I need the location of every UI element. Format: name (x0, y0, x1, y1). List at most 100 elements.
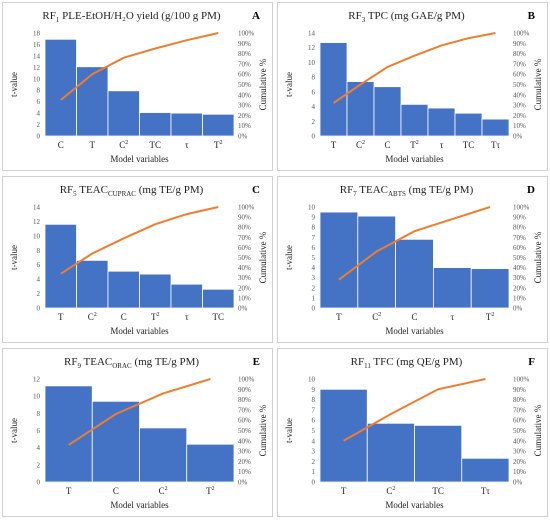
chart-f-bar (414, 424, 463, 483)
chart-d-y2tick: 50% (513, 254, 526, 262)
chart-f-y2tick: 40% (513, 437, 526, 445)
chart-f-cumulative-line (343, 378, 486, 442)
chart-c-category-label: τ (185, 312, 189, 322)
chart-a-y2tick: 100% (238, 30, 255, 38)
chart-f-y-axis-label: t-value (284, 418, 294, 443)
chart-a-category-label: T (90, 140, 96, 150)
chart-b-category-label: C (384, 140, 390, 150)
chart-e-category-label: C2 (159, 486, 168, 496)
chart-d-ytick: 6 (312, 244, 316, 252)
chart-b-y-axis-label: t-value (284, 72, 294, 97)
chart-f-y2tick: 20% (513, 458, 526, 466)
chart-d-y2tick: 40% (513, 264, 526, 272)
chart-f-ytick: 7 (312, 406, 316, 414)
chart-a-ytick: 0 (37, 133, 41, 141)
chart-b-ytick: 4 (312, 103, 316, 111)
chart-e-y2-axis-label: Cumulative % (258, 404, 268, 456)
chart-d-y2-axis-label: Cumulative % (533, 231, 543, 283)
chart-c-y2tick: 50% (238, 254, 251, 262)
chart-d-bar (470, 268, 510, 309)
chart-c-y2tick: 80% (238, 224, 251, 232)
chart-d-ytick: 10 (308, 204, 316, 212)
chart-b-x-axis-label: Model variables (385, 154, 444, 164)
chart-b-panel-letter: B (528, 10, 536, 22)
chart-c-category-label: C (121, 312, 127, 322)
chart-panel-f: RF11 TFC (mg QE/g PM) F 0 1 2 3 4 5 6 7 8 9 10 0% 10% 2… (277, 348, 548, 517)
chart-e-svg: RF9 TEACORAC (mg TE/g PM) E 0 2 4 6 8 10 12 0% 10%… (9, 356, 268, 510)
chart-b-y2tick: 80% (513, 50, 526, 58)
chart-a-bar (202, 113, 235, 137)
chart-e-y2tick: 60% (238, 417, 251, 425)
chart-panel-b: RF3 TPC (mg GAE/g PM) B 0 2 4 6 8 10 12 14 0% 10% 20… (277, 2, 548, 171)
chart-d-category-label: T2 (486, 312, 495, 322)
chart-panel-e: RF9 TEACORAC (mg TE/g PM) E 0 2 4 6 8 10 12 0% 10%… (2, 348, 273, 517)
chart-d-category-label: C (411, 312, 417, 322)
chart-b-category-label: TC (463, 140, 475, 150)
chart-b-y2tick: 40% (513, 91, 526, 99)
chart-a-svg: RF1 PLE-EtOH/H₂O yield (g/100 g PM) A 0 2 4 6… (9, 10, 268, 164)
chart-c-ytick: 2 (37, 290, 41, 298)
chart-e-panel-letter: E (253, 356, 260, 368)
chart-a-y2tick: 20% (238, 112, 251, 120)
chart-c-y2tick: 100% (238, 204, 255, 212)
chart-f-bar (461, 457, 510, 483)
chart-c-bar (170, 283, 203, 309)
chart-panel-d: RF7 TEACABTS (mg TE/g PM) D 0 1 2 3 4 5 6 7 8 9 10 0%… (277, 176, 548, 343)
chart-f-category-label: Tτ (481, 486, 490, 496)
chart-b-title: RF3 TPC (mg GAE/g PM) (348, 10, 465, 24)
chart-f-panel-letter: F (528, 356, 535, 368)
chart-c-y2-axis-label: Cumulative % (258, 231, 268, 283)
chart-e-y2tick: 50% (238, 427, 251, 435)
chart-a-ytick: 12 (33, 64, 41, 72)
chart-e-y2tick: 40% (238, 437, 251, 445)
chart-a-category-label: τ (185, 140, 189, 150)
chart-b-category-label: C2 (356, 140, 365, 150)
chart-b-ytick: 6 (312, 88, 316, 96)
chart-b-cumulative-line (332, 32, 496, 104)
chart-a-ytick: 8 (37, 87, 41, 95)
chart-a-y2tick: 80% (238, 50, 251, 58)
chart-b-category-label: T2 (410, 140, 419, 150)
chart-f-category-label: C2 (386, 486, 395, 496)
chart-b-ytick: 0 (312, 133, 316, 141)
chart-f-bar (319, 388, 368, 483)
chart-c-ytick: 0 (37, 305, 41, 313)
chart-d-y2tick: 90% (513, 214, 526, 222)
chart-d-ytick: 4 (312, 264, 316, 272)
chart-e-bar (139, 427, 188, 483)
chart-b-bar (481, 118, 510, 137)
chart-c-y2tick: 30% (238, 274, 251, 282)
chart-a-bar (139, 112, 172, 137)
chart-d-ytick: 0 (312, 305, 316, 313)
chart-d-bar (395, 238, 434, 309)
chart-a-ytick: 10 (33, 75, 41, 83)
chart-e-y2tick: 0% (238, 479, 248, 487)
chart-b-svg: RF3 TPC (mg GAE/g PM) B 0 2 4 6 8 10 12 14 0% 10% 20… (284, 10, 543, 164)
chart-c-category-label: T2 (151, 312, 160, 322)
chart-f-y2tick: 30% (513, 448, 526, 456)
chart-b-category-label: Tτ (491, 140, 500, 150)
chart-f-ytick: 3 (312, 448, 316, 456)
chart-d-y2tick: 10% (513, 294, 526, 302)
chart-f-title: RF11 TFC (mg QE/g PM) (351, 356, 463, 370)
chart-e-y2tick: 10% (238, 468, 251, 476)
chart-b-category-label: T (331, 140, 337, 150)
chart-b-y2tick: 0% (513, 133, 523, 141)
chart-b-y2tick: 50% (513, 81, 526, 89)
chart-c-category-label: C2 (88, 312, 97, 322)
chart-b-bar (319, 42, 348, 137)
chart-f-y2tick: 80% (513, 396, 526, 404)
chart-c-ytick: 6 (37, 261, 41, 269)
chart-e-ytick: 6 (37, 427, 41, 435)
chart-f-svg: RF11 TFC (mg QE/g PM) F0123456789100%10%2… (284, 356, 543, 510)
chart-d-category-label: C2 (372, 312, 381, 322)
chart-d-ytick: 7 (312, 234, 316, 242)
chart-a-cumulative-line (60, 32, 219, 101)
chart-b-bar (427, 107, 456, 137)
chart-d-ytick: 2 (312, 284, 316, 292)
chart-f-category-label: TC (432, 486, 444, 496)
chart-c-bar (139, 273, 172, 309)
chart-c-y2tick: 40% (238, 264, 251, 272)
chart-c-svg: RF5 TEACCUPRAC (mg TE/g PM) C 0 2 4 6 8 10 12 14 0… (9, 184, 268, 336)
chart-f-y2tick: 100% (513, 376, 530, 384)
